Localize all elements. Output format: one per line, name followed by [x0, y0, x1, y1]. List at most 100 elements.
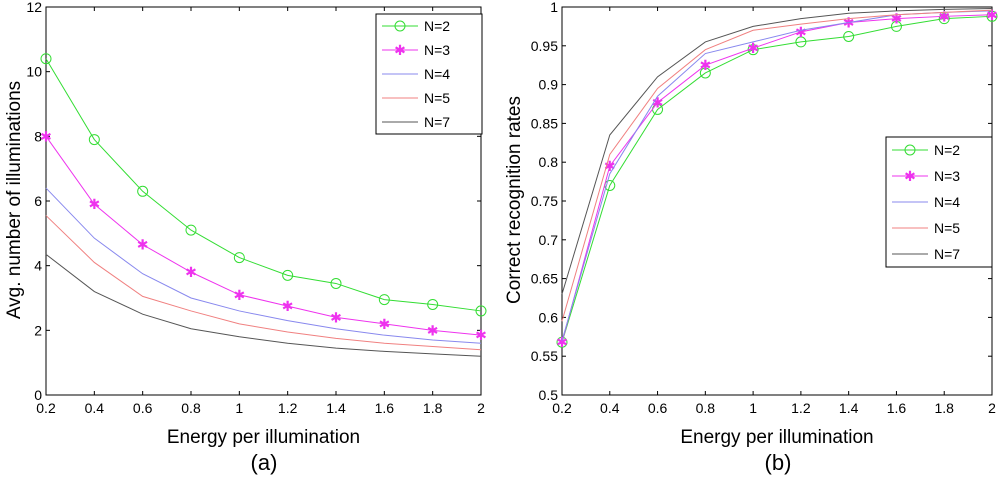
x-tick-label: 2 — [477, 400, 485, 416]
data-point — [40, 53, 52, 65]
y-tick-label: 4 — [34, 258, 42, 274]
x-axis-title: Energy per illumination — [167, 427, 360, 448]
y-tick-label: 0.5 — [539, 387, 559, 403]
data-point — [938, 13, 950, 25]
series-line-N2 — [561, 15, 993, 343]
y-tick-label: 0 — [34, 387, 42, 403]
data-point — [475, 305, 487, 317]
legend-label: N=5 — [934, 220, 960, 236]
data-point: ✱ — [891, 12, 903, 28]
x-tick-label: 1.2 — [791, 400, 811, 416]
series-line-N7 — [561, 8, 993, 295]
y-tick-label: 0.85 — [531, 115, 558, 131]
y-tick-label: 0.7 — [539, 232, 559, 248]
data-point — [556, 336, 568, 348]
y-tick-label: 0.6 — [539, 309, 559, 325]
y-axis-title: Correct recognition rates — [504, 96, 525, 304]
x-tick-label: 1 — [749, 400, 757, 416]
y-tick-label: 0.8 — [539, 154, 559, 170]
legend-marker: ✱ — [394, 43, 406, 59]
legend-label: N=2 — [424, 18, 450, 34]
data-point: ✱ — [475, 328, 487, 344]
legend-label: N=4 — [424, 66, 450, 82]
x-tick-label: 1.4 — [839, 400, 859, 416]
chart-panel-a: 0.2 0.4 0.6 0.8 1 1.2 1.4 1.6 1.8 2 0 2 4 6 8 10 12 ✱ ✱ ✱ ✱ ✱… — [4, 0, 487, 475]
legend: N=2 ✱ N=3 N=4 N=5 N=7 — [375, 13, 483, 135]
x-tick-label: 0.4 — [600, 400, 620, 416]
data-point: ✱ — [699, 58, 711, 74]
data-point: ✱ — [282, 299, 294, 315]
data-point — [890, 20, 902, 32]
data-point — [795, 36, 807, 48]
data-point: ✱ — [330, 310, 342, 326]
y-tick-label: 0.9 — [539, 77, 559, 93]
legend: N=2 ✱ N=3 N=4 N=5 N=7 — [885, 136, 993, 268]
series-line-N5 — [561, 9, 993, 322]
data-point: ✱ — [378, 317, 390, 333]
x-tick-label: 0.8 — [696, 400, 716, 416]
legend-marker — [394, 20, 406, 32]
legend-label: N=4 — [934, 194, 960, 210]
data-point — [378, 294, 390, 306]
x-tick-label: 1 — [235, 400, 243, 416]
data-point: ✱ — [40, 129, 52, 145]
y-tick-label: 0.75 — [531, 193, 558, 209]
legend-label: N=5 — [424, 90, 450, 106]
x-tick-label: 1.2 — [278, 400, 298, 416]
data-point: ✱ — [843, 16, 855, 32]
x-tick-label: 1.4 — [326, 400, 346, 416]
data-point: ✱ — [137, 238, 149, 254]
y-tick-label: 0.65 — [531, 271, 558, 287]
y-tick-label: 12 — [26, 0, 42, 15]
data-point: ✱ — [986, 8, 998, 24]
series-line-N4 — [45, 187, 482, 344]
data-point: ✱ — [652, 95, 664, 111]
legend-label: N=3 — [424, 42, 450, 58]
legend-label: N=7 — [424, 114, 450, 130]
data-point: ✱ — [795, 25, 807, 41]
series-line-N5 — [45, 215, 482, 351]
legend-label: N=2 — [934, 142, 960, 158]
data-point — [185, 224, 197, 236]
x-tick-label: 0.4 — [85, 400, 105, 416]
legend-marker: ✱ — [904, 169, 916, 185]
y-tick-label: 2 — [34, 322, 42, 338]
x-tick-label: 0.6 — [648, 400, 668, 416]
x-axis-title: Energy per illumination — [680, 427, 873, 448]
x-tick-label: 0.8 — [181, 400, 201, 416]
y-axis-title: Avg. number of illuminations — [4, 81, 25, 319]
data-point — [88, 134, 100, 146]
data-point: ✱ — [233, 288, 245, 304]
y-tick-label: 10 — [26, 64, 42, 80]
y-tick-label: 0.95 — [531, 38, 558, 54]
panel-label: (a) — [251, 450, 278, 475]
data-point — [137, 185, 149, 197]
legend-marker — [904, 144, 916, 156]
data-point: ✱ — [88, 197, 100, 213]
y-tick-label: 0.55 — [531, 348, 558, 364]
x-tick-label: 1.8 — [934, 400, 954, 416]
x-tick-label: 0.2 — [36, 400, 56, 416]
data-point: ✱ — [747, 41, 759, 57]
data-point: ✱ — [185, 265, 197, 281]
y-tick-label: 6 — [34, 193, 42, 209]
data-point: ✱ — [556, 335, 568, 351]
data-point — [282, 269, 294, 281]
legend-label: N=3 — [934, 168, 960, 184]
x-tick-label: 1.6 — [887, 400, 907, 416]
data-point: ✱ — [427, 323, 439, 339]
panel-label: (b) — [765, 450, 792, 475]
x-tick-label: 0.2 — [552, 400, 572, 416]
legend-label: N=7 — [934, 246, 960, 262]
data-point — [233, 252, 245, 264]
y-tick-label: 8 — [34, 128, 42, 144]
data-point — [330, 277, 342, 289]
chart-panel-b: 0.2 0.4 0.6 0.8 1 1.2 1.4 1.6 1.8 2 0.5 0.55 0.6 0.65… — [504, 0, 998, 475]
data-point — [427, 298, 439, 310]
x-tick-label: 1.8 — [423, 400, 443, 416]
series-line-N7 — [45, 253, 482, 357]
data-point — [699, 67, 711, 79]
data-point — [843, 30, 855, 42]
data-point: ✱ — [604, 159, 616, 175]
